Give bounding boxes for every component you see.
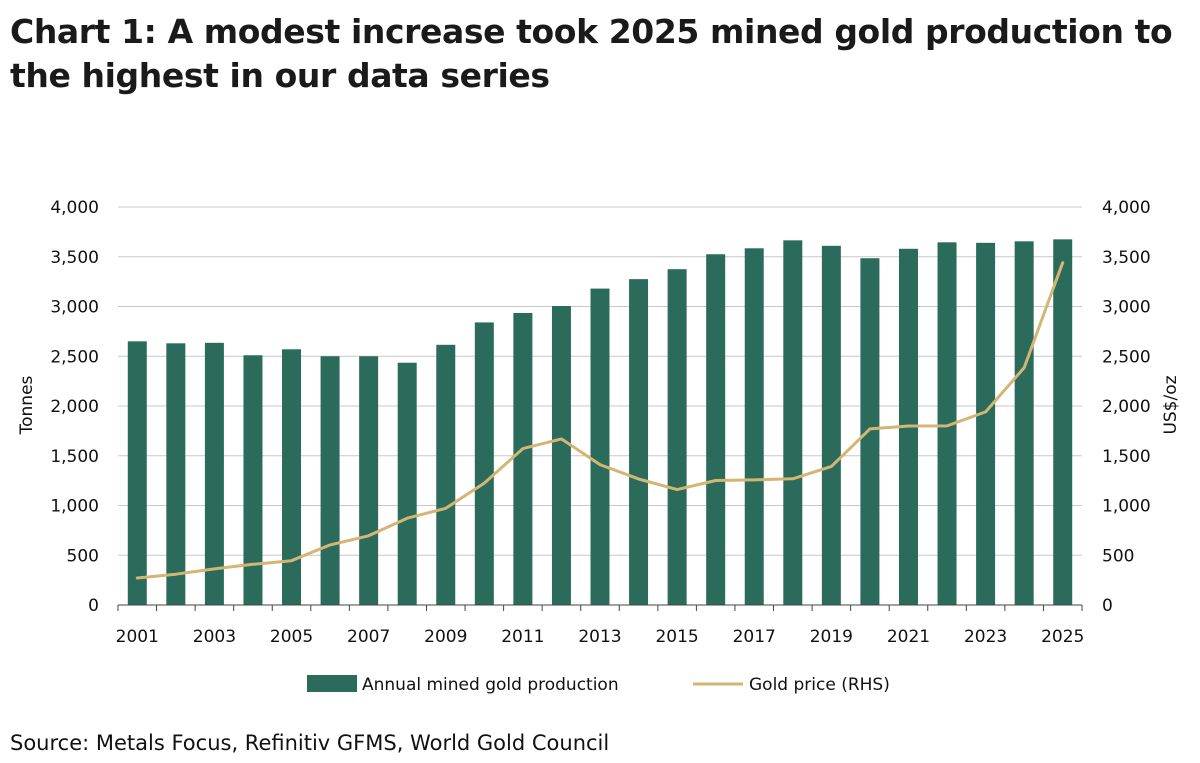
x-tick-label: 2017 (733, 627, 776, 647)
y2-tick-label: 1,500 (1102, 447, 1151, 467)
chart-canvas: 05001,0001,5002,0002,5003,0003,5004,000 … (17, 198, 1181, 695)
bar-2013 (590, 288, 610, 605)
bar-2001 (127, 341, 147, 605)
y-axis-title: Tonnes (17, 375, 37, 435)
y2-tick-label: 2,000 (1102, 397, 1151, 417)
x-tick-label: 2023 (964, 627, 1007, 647)
source-note: Source: Metals Focus, Refinitiv GFMS, Wo… (10, 731, 610, 755)
bar-2005 (282, 349, 302, 605)
legend-swatch-production (307, 675, 357, 692)
y2-tick-label: 4,000 (1102, 198, 1151, 218)
bar-2015 (667, 269, 687, 605)
x-tick-label: 2011 (501, 627, 544, 647)
y2-tick-label: 2,500 (1102, 347, 1151, 367)
y-tick-label: 3,500 (50, 248, 99, 268)
bar-2011 (513, 312, 533, 605)
bar-2024 (1014, 241, 1034, 605)
y2-tick-label: 3,500 (1102, 248, 1151, 268)
x-tick-label: 2007 (347, 627, 390, 647)
bar-2023 (976, 242, 996, 605)
y-tick-label: 2,500 (50, 347, 99, 367)
bar-2002 (166, 343, 186, 605)
bar-2020 (860, 258, 880, 605)
x-tick-labels: 2001 2003 2005 2007 2009 2011 2013 2015 2017 2019… (116, 627, 1085, 647)
x-tick-label: 2019 (810, 627, 853, 647)
bar-2019 (821, 245, 841, 605)
bar-2008 (397, 362, 417, 605)
bar-2006 (320, 356, 340, 605)
x-tick-label: 2015 (655, 627, 698, 647)
x-tick-label: 2001 (116, 627, 159, 647)
x-tick-label: 2005 (270, 627, 313, 647)
x-tick-label: 2013 (578, 627, 621, 647)
gold-price-line-group (135, 261, 1065, 580)
bar-2012 (551, 306, 571, 605)
x-tick-label: 2009 (424, 627, 467, 647)
y-tick-label: 4,000 (50, 198, 99, 218)
bar-2010 (474, 322, 494, 605)
y2-tick-label: 3,000 (1102, 298, 1151, 318)
y2-axis-title: US$/oz (1161, 375, 1181, 434)
bar-2004 (243, 355, 263, 605)
bar-2022 (937, 242, 957, 605)
legend: Annual mined gold production Gold price … (307, 675, 890, 695)
x-tick-label: 2025 (1041, 627, 1084, 647)
y-tick-label: 0 (88, 596, 99, 616)
left-tick-labels: 0 500 1,000 1,500 2,000 2,500 3,000 3,500 4,000 (50, 198, 99, 616)
legend-label-gold-price: Gold price (RHS) (749, 675, 890, 695)
y-tick-label: 1,000 (50, 497, 99, 517)
legend-label-production: Annual mined gold production (362, 675, 619, 695)
production-bars (127, 239, 1073, 606)
y2-tick-label: 500 (1102, 546, 1134, 566)
bar-2014 (629, 279, 649, 605)
bar-2016 (706, 254, 726, 605)
axes (117, 604, 1083, 611)
chart-title: Chart 1: A modest increase took 2025 min… (10, 12, 1173, 95)
y2-tick-label: 1,000 (1102, 497, 1151, 517)
x-tick-label: 2003 (193, 627, 236, 647)
y-tick-label: 3,000 (50, 298, 99, 318)
right-tick-labels: 0 500 1,000 1,500 2,000 2,500 3,000 3,500 4,000 (1102, 198, 1151, 616)
y-tick-label: 1,500 (50, 447, 99, 467)
bar-2025 (1053, 239, 1073, 605)
bar-2009 (436, 344, 456, 605)
gold-price-line (135, 261, 1065, 580)
y-tick-label: 2,000 (50, 397, 99, 417)
bar-2003 (204, 342, 224, 605)
y2-tick-label: 0 (1102, 596, 1113, 616)
bar-2018 (783, 240, 803, 605)
x-tick-label: 2021 (887, 627, 930, 647)
y-tick-label: 500 (67, 546, 99, 566)
bar-2017 (744, 248, 764, 606)
bar-2007 (359, 356, 379, 605)
